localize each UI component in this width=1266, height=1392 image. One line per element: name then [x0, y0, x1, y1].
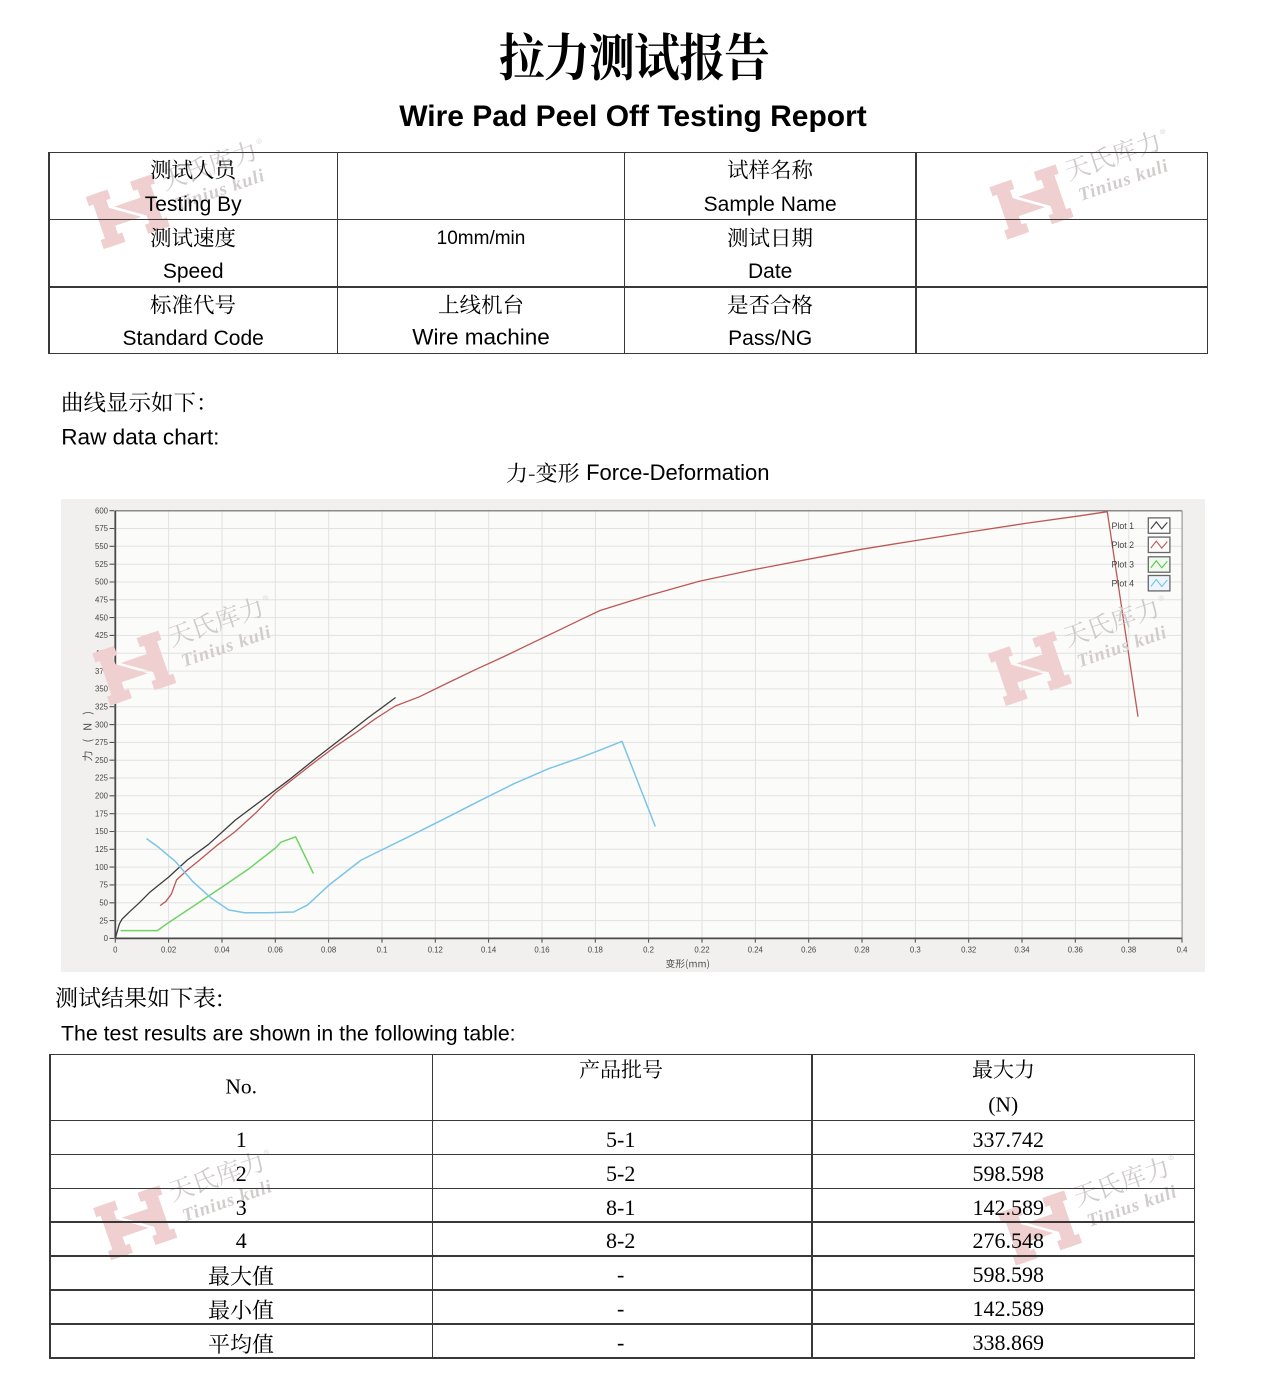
svg-text:275: 275 [95, 738, 109, 747]
svg-text:600: 600 [95, 506, 109, 515]
svg-text:0.18: 0.18 [588, 945, 603, 954]
svg-text:0.06: 0.06 [268, 945, 283, 954]
svg-text:0.38: 0.38 [1121, 945, 1136, 954]
svg-text:0.4: 0.4 [1177, 945, 1189, 954]
svg-text:0: 0 [104, 934, 109, 943]
svg-text:550: 550 [95, 542, 109, 551]
svg-text:250: 250 [95, 756, 109, 765]
svg-text:425: 425 [95, 631, 109, 640]
svg-text:75: 75 [99, 881, 108, 890]
svg-text:200: 200 [95, 792, 109, 801]
svg-text:100: 100 [95, 863, 109, 872]
svg-text:0.12: 0.12 [428, 945, 443, 954]
svg-text:525: 525 [95, 560, 109, 569]
svg-text:475: 475 [95, 596, 109, 605]
svg-text:Plot 3: Plot 3 [1112, 560, 1135, 570]
svg-text:0: 0 [113, 945, 118, 954]
svg-text:400: 400 [95, 649, 109, 658]
svg-text:375: 375 [95, 667, 109, 676]
svg-text:0.08: 0.08 [321, 945, 336, 954]
svg-text:25: 25 [99, 916, 108, 925]
svg-text:150: 150 [95, 827, 109, 836]
svg-text:325: 325 [95, 702, 109, 711]
svg-text:450: 450 [95, 613, 109, 622]
svg-text:0.26: 0.26 [801, 945, 816, 954]
svg-text:50: 50 [99, 899, 108, 908]
svg-text:0.22: 0.22 [694, 945, 709, 954]
svg-text:500: 500 [95, 578, 109, 587]
svg-text:175: 175 [95, 809, 109, 818]
svg-text:0.16: 0.16 [534, 945, 549, 954]
svg-text:125: 125 [95, 845, 109, 854]
svg-text:0.3: 0.3 [910, 945, 921, 954]
svg-text:0.14: 0.14 [481, 945, 497, 954]
svg-text:350: 350 [95, 685, 109, 694]
svg-text:0.1: 0.1 [377, 945, 388, 954]
svg-text:0.02: 0.02 [161, 945, 176, 954]
svg-text:Plot 4: Plot 4 [1112, 578, 1135, 588]
svg-text:Plot 2: Plot 2 [1112, 540, 1135, 550]
svg-text:575: 575 [95, 524, 109, 533]
svg-text:0.2: 0.2 [643, 945, 654, 954]
svg-text:0.32: 0.32 [961, 945, 976, 954]
svg-text:0.36: 0.36 [1068, 945, 1083, 954]
svg-text:225: 225 [95, 774, 109, 783]
svg-text:0.28: 0.28 [854, 945, 869, 954]
svg-text:0.24: 0.24 [748, 945, 764, 954]
svg-text:0.04: 0.04 [214, 945, 230, 954]
svg-text:0.34: 0.34 [1014, 945, 1030, 954]
svg-text:300: 300 [95, 720, 109, 729]
svg-text:Plot 1: Plot 1 [1112, 521, 1135, 531]
